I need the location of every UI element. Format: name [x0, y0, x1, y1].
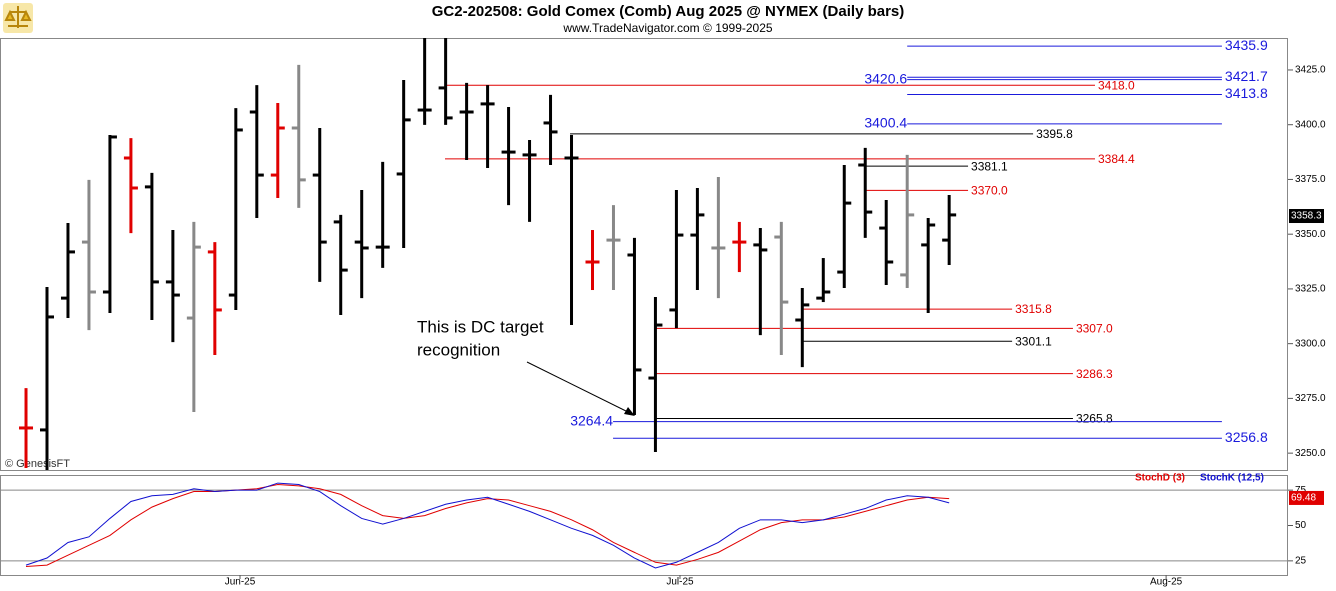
- level-label: 3395.8: [1036, 127, 1073, 141]
- y-tick-label: 3250.0: [1295, 448, 1326, 459]
- y-tick-label: 3350.0: [1295, 229, 1326, 240]
- annotation: This is DC target: [417, 317, 544, 336]
- level-label: 3384.4: [1098, 152, 1135, 166]
- level-label: 3413.8: [1225, 85, 1268, 101]
- y-tick-label: 50: [1295, 520, 1307, 531]
- last-value-box: [1289, 490, 1324, 505]
- level-label: 3418.0: [1098, 78, 1135, 92]
- watermark: © GenesisFT: [5, 458, 70, 470]
- y-tick-label: 75: [1295, 485, 1307, 496]
- y-tick-label: 3300.0: [1295, 338, 1326, 349]
- level-label: 3400.4: [864, 115, 907, 131]
- last-value-label: 69.48: [1291, 493, 1316, 504]
- level-label: 3420.6: [864, 70, 907, 86]
- chart-subtitle: www.TradeNavigator.com © 1999-2025: [562, 21, 772, 35]
- level-label: 3315.8: [1015, 302, 1052, 316]
- x-tick-label: Jul-25: [666, 577, 694, 588]
- last-price-box: [1289, 209, 1324, 224]
- stoch-panel-frame: [0, 475, 1288, 576]
- level-label: 3286.3: [1076, 367, 1113, 381]
- level-label: 3421.7: [1225, 68, 1268, 84]
- price-panel-frame: [0, 38, 1288, 471]
- y-tick-label: 3375.0: [1295, 174, 1326, 185]
- y-tick-label: 25: [1295, 555, 1307, 566]
- x-tick-label: Jun-25: [225, 577, 256, 588]
- legend-entry: StochD (3): [1135, 473, 1185, 484]
- logo: [3, 3, 33, 33]
- level-label: 3370.0: [971, 184, 1008, 198]
- x-tick-label: Aug-25: [1150, 577, 1183, 588]
- level-label: 3256.8: [1225, 429, 1268, 445]
- level-label: 3264.4: [570, 412, 613, 428]
- y-tick-label: 3425.0: [1295, 65, 1326, 76]
- last-price-label: 3358.3: [1291, 211, 1322, 222]
- level-label: 3435.9: [1225, 37, 1268, 53]
- y-tick-label: 3325.0: [1295, 284, 1326, 295]
- legend-entry: StochK (12,5): [1200, 473, 1264, 484]
- y-tick-label: 3400.0: [1295, 119, 1326, 130]
- level-label: 3265.8: [1076, 412, 1113, 426]
- stoch-line: [25, 482, 950, 569]
- chart-title: GC2-202508: Gold Comex (Comb) Aug 2025 @…: [432, 3, 905, 20]
- annotation: recognition: [417, 340, 500, 359]
- stoch-line: [25, 483, 950, 568]
- annotation-arrow: [526, 361, 635, 416]
- level-label: 3307.0: [1076, 322, 1113, 336]
- level-label: 3381.1: [971, 159, 1008, 173]
- level-label: 3301.1: [1015, 334, 1052, 348]
- y-tick-label: 3275.0: [1295, 393, 1326, 404]
